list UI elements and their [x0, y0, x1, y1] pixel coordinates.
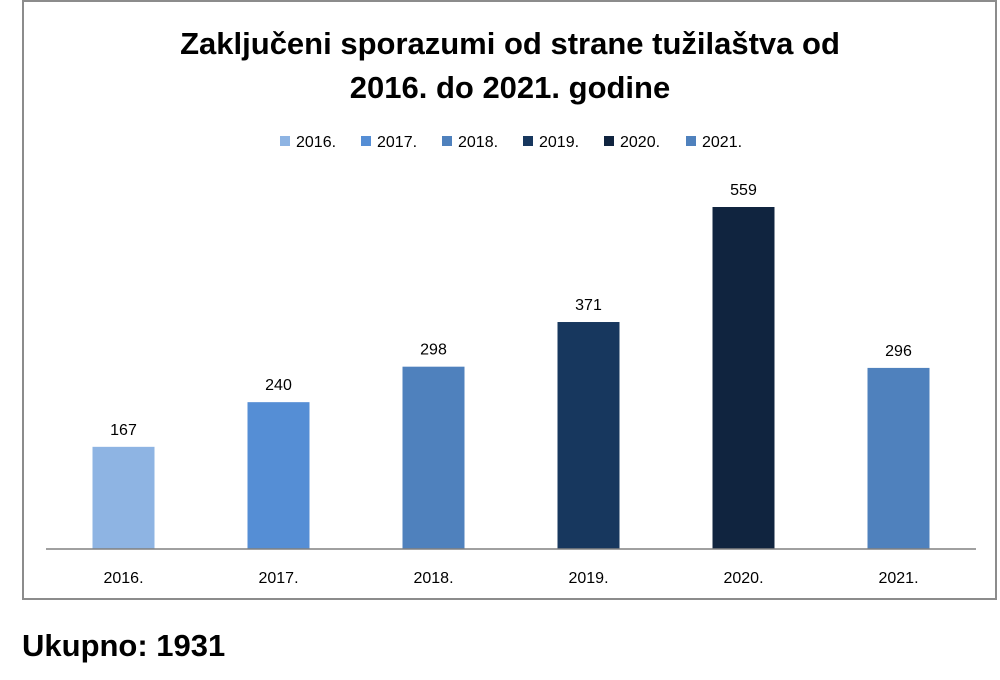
chart-title-line-1: Zaključeni sporazumi od strane tužilaštv…	[180, 26, 840, 61]
legend-label-2020: 2020.	[620, 134, 660, 151]
bar-2021	[867, 367, 930, 549]
chart-frame	[22, 0, 997, 600]
legend-swatch-2018	[442, 136, 452, 146]
data-label-2020: 559	[730, 182, 757, 199]
x-tick-label-2018: 2018.	[413, 570, 453, 587]
data-label-2016: 167	[110, 422, 137, 439]
bar-2016	[92, 446, 155, 549]
legend-label-2019: 2019.	[539, 134, 579, 151]
x-tick-label-2016: 2016.	[103, 570, 143, 587]
data-label-2021: 296	[885, 343, 912, 360]
legend-label-2018: 2018.	[458, 134, 498, 151]
legend-swatch-2016	[280, 136, 290, 146]
x-tick-label-2019: 2019.	[568, 570, 608, 587]
legend-label-2021: 2021.	[702, 134, 742, 151]
total-label: Ukupno: 1931	[22, 628, 226, 663]
chart-legend: 2016. 2017. 2018. 2019. 2020. 2021.	[280, 134, 742, 151]
data-label-2019: 371	[575, 297, 602, 314]
x-tick-label-2021: 2021.	[878, 570, 918, 587]
bar-chart: Zaključeni sporazumi od strane tužilaštv…	[46, 26, 976, 587]
legend-label-2017: 2017.	[377, 134, 417, 151]
data-label-2017: 240	[265, 377, 292, 394]
x-tick-label-2020: 2020.	[723, 570, 763, 587]
legend-swatch-2017	[361, 136, 371, 146]
legend-label-2016: 2016.	[296, 134, 336, 151]
bar-2017	[247, 402, 310, 549]
legend-swatch-2019	[523, 136, 533, 146]
data-label-2018: 298	[420, 342, 447, 359]
x-tick-labels: 2016. 2017. 2018. 2019. 2020. 2021.	[103, 570, 918, 587]
bar-2020	[712, 207, 775, 549]
bar-2018	[402, 366, 465, 549]
bar-2019	[557, 322, 620, 549]
x-tick-label-2017: 2017.	[258, 570, 298, 587]
bars-group: 167 240 298 371 559 296	[92, 182, 930, 549]
legend-swatch-2021	[686, 136, 696, 146]
legend-swatch-2020	[604, 136, 614, 146]
chart-title-line-2: 2016. do 2021. godine	[350, 70, 670, 105]
